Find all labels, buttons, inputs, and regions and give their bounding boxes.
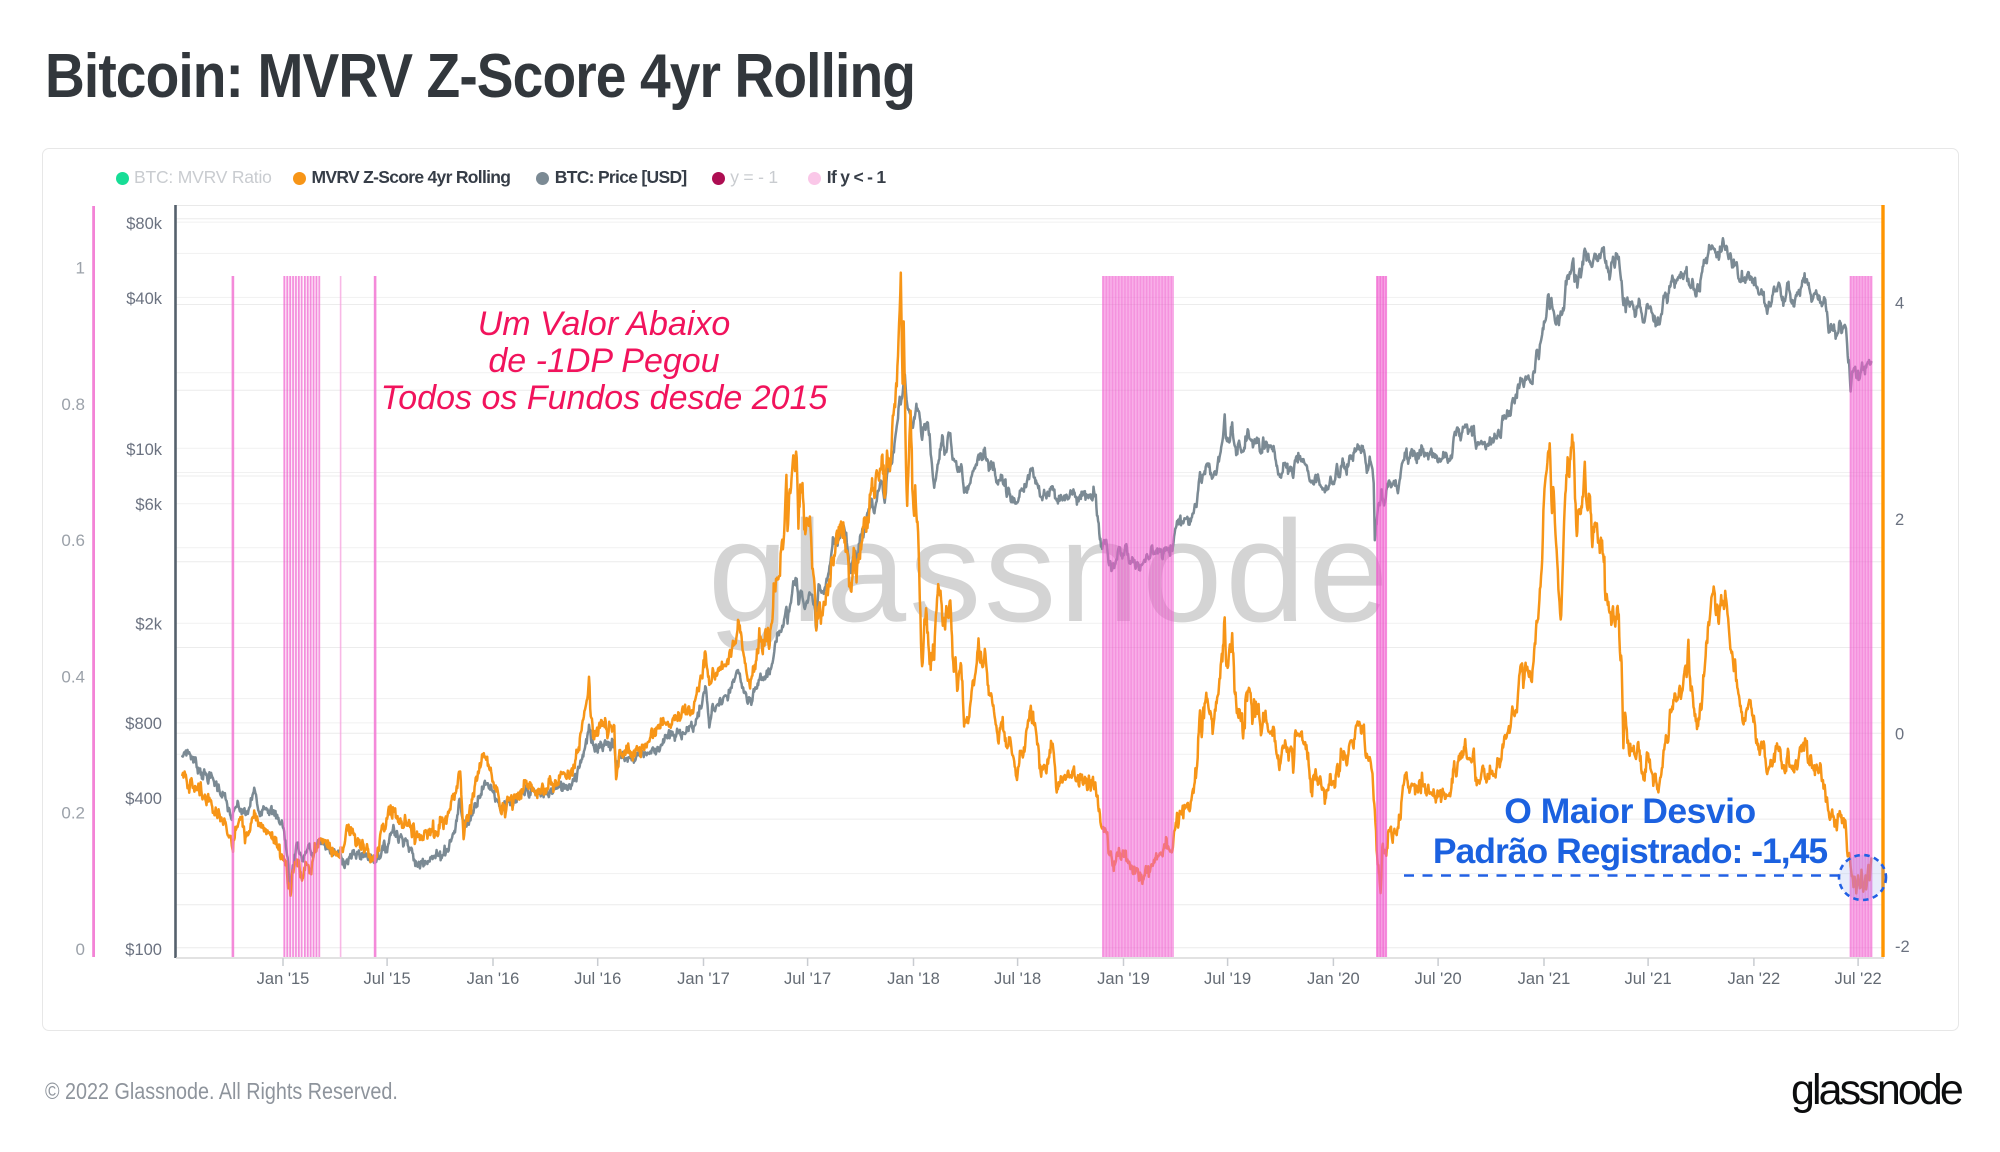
- svg-text:glassnode: glassnode: [708, 491, 1392, 652]
- svg-text:$10k: $10k: [126, 441, 163, 459]
- svg-text:Jul '17: Jul '17: [784, 970, 831, 988]
- svg-text:Jan '22: Jan '22: [1728, 970, 1781, 988]
- svg-text:$800: $800: [125, 715, 162, 733]
- svg-text:Jul '18: Jul '18: [994, 970, 1041, 988]
- svg-text:Jan '19: Jan '19: [1097, 970, 1150, 988]
- svg-text:Jul '22: Jul '22: [1835, 970, 1882, 988]
- svg-text:Jan '20: Jan '20: [1307, 970, 1360, 988]
- svg-text:Jul '16: Jul '16: [574, 970, 621, 988]
- svg-text:Jan '21: Jan '21: [1518, 970, 1571, 988]
- svg-text:0.8: 0.8: [61, 395, 85, 414]
- svg-text:$40k: $40k: [126, 290, 163, 308]
- svg-text:0.2: 0.2: [61, 804, 85, 823]
- svg-text:0: 0: [76, 940, 85, 959]
- svg-text:$80k: $80k: [126, 215, 163, 233]
- svg-text:-2: -2: [1895, 938, 1910, 956]
- svg-text:0.6: 0.6: [61, 531, 85, 550]
- svg-text:1: 1: [76, 259, 85, 278]
- svg-text:Jan '16: Jan '16: [467, 970, 520, 988]
- svg-text:Jan '18: Jan '18: [887, 970, 940, 988]
- svg-text:$6k: $6k: [135, 496, 162, 514]
- svg-text:Jul '21: Jul '21: [1625, 970, 1672, 988]
- svg-text:2: 2: [1895, 511, 1904, 529]
- svg-text:Jan '17: Jan '17: [677, 970, 730, 988]
- svg-text:Jul '20: Jul '20: [1415, 970, 1462, 988]
- svg-text:Jan '15: Jan '15: [257, 970, 310, 988]
- svg-text:$2k: $2k: [135, 616, 162, 634]
- svg-text:4: 4: [1895, 295, 1904, 313]
- svg-text:Jul '19: Jul '19: [1204, 970, 1251, 988]
- svg-text:$100: $100: [125, 941, 162, 959]
- svg-text:$400: $400: [125, 790, 162, 808]
- svg-text:Jul '15: Jul '15: [364, 970, 411, 988]
- svg-text:0: 0: [1895, 725, 1904, 743]
- svg-text:0.4: 0.4: [61, 668, 85, 687]
